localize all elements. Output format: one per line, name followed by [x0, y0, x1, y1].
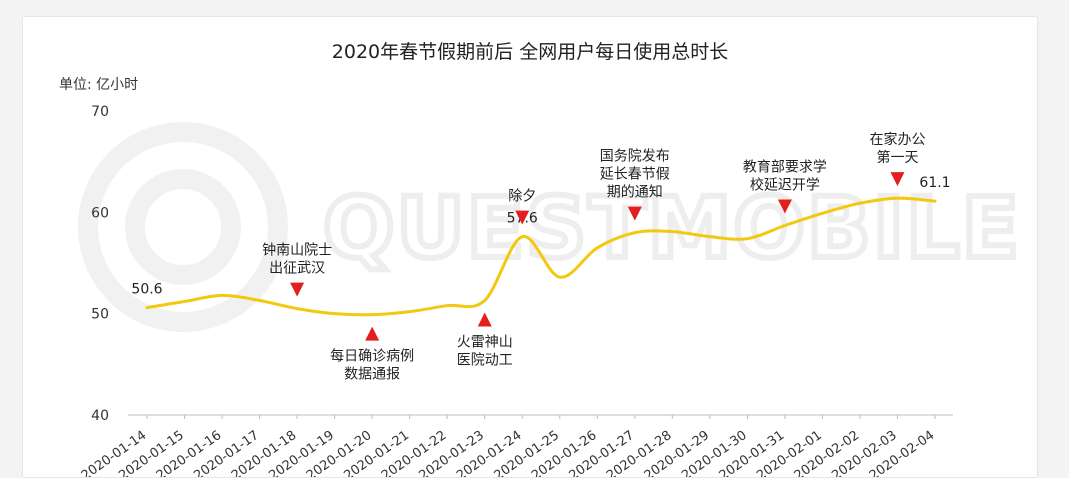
- y-axis: 40 50 60 70: [91, 104, 109, 424]
- annotation-text: 出征武汉: [269, 261, 325, 277]
- y-tick-label: 40: [91, 408, 109, 424]
- data-label: 61.1: [919, 175, 950, 191]
- annotation-text: 数据通报: [344, 367, 400, 383]
- annotation-text: 除夕: [508, 189, 536, 205]
- chart-card: QUESTMOBILE 2020年春节假期前后 全网用户每日使用总时长 单位: …: [22, 16, 1038, 478]
- down-triangle-marker: [290, 282, 305, 297]
- unit-label: 单位: 亿小时: [59, 77, 138, 93]
- annotation-text: 每日确诊病例: [330, 349, 414, 365]
- data-label: 50.6: [131, 282, 162, 298]
- annotation-text: 国务院发布: [600, 149, 670, 165]
- annotation: 除夕: [508, 189, 536, 225]
- annotation-text: 延长春节假: [600, 167, 670, 183]
- annotations: 钟南山院士出征武汉每日确诊病例数据通报火雷神山医院动工除夕国务院发布延长春节假期…: [262, 131, 925, 383]
- annotation-text: 第一天: [876, 149, 918, 166]
- annotation-text: 教育部要求学: [743, 160, 827, 176]
- annotation-text: 期的通知: [607, 184, 663, 201]
- annotation-text: 钟南山院士: [262, 242, 332, 259]
- y-tick-label: 50: [91, 307, 109, 323]
- watermark-ring-outer: [78, 122, 288, 332]
- up-triangle-marker: [365, 326, 380, 341]
- y-tick-label: 70: [91, 104, 109, 120]
- down-triangle-marker: [777, 199, 792, 214]
- line-chart: QUESTMOBILE 2020年春节假期前后 全网用户每日使用总时长 单位: …: [59, 41, 1022, 477]
- down-triangle-marker: [515, 210, 530, 225]
- y-tick-label: 60: [91, 205, 109, 221]
- down-triangle-marker: [890, 172, 905, 187]
- x-axis: 2020-01-142020-01-152020-01-162020-01-17…: [79, 415, 937, 477]
- annotation-text: 医院动工: [457, 352, 513, 368]
- down-triangle-marker: [627, 206, 642, 221]
- chart-title: 2020年春节假期前后 全网用户每日使用总时长: [332, 41, 728, 63]
- watermark-text: QUESTMOBILE: [323, 179, 1021, 277]
- annotation-text: 火雷神山: [457, 334, 513, 350]
- annotation-text: 在家办公: [869, 131, 925, 148]
- series-line: [145, 196, 937, 317]
- watermark-ring-inner: [125, 169, 241, 285]
- up-triangle-marker: [477, 312, 492, 327]
- annotation-text: 校延迟开学: [750, 177, 820, 194]
- watermark: QUESTMOBILE: [78, 122, 1022, 332]
